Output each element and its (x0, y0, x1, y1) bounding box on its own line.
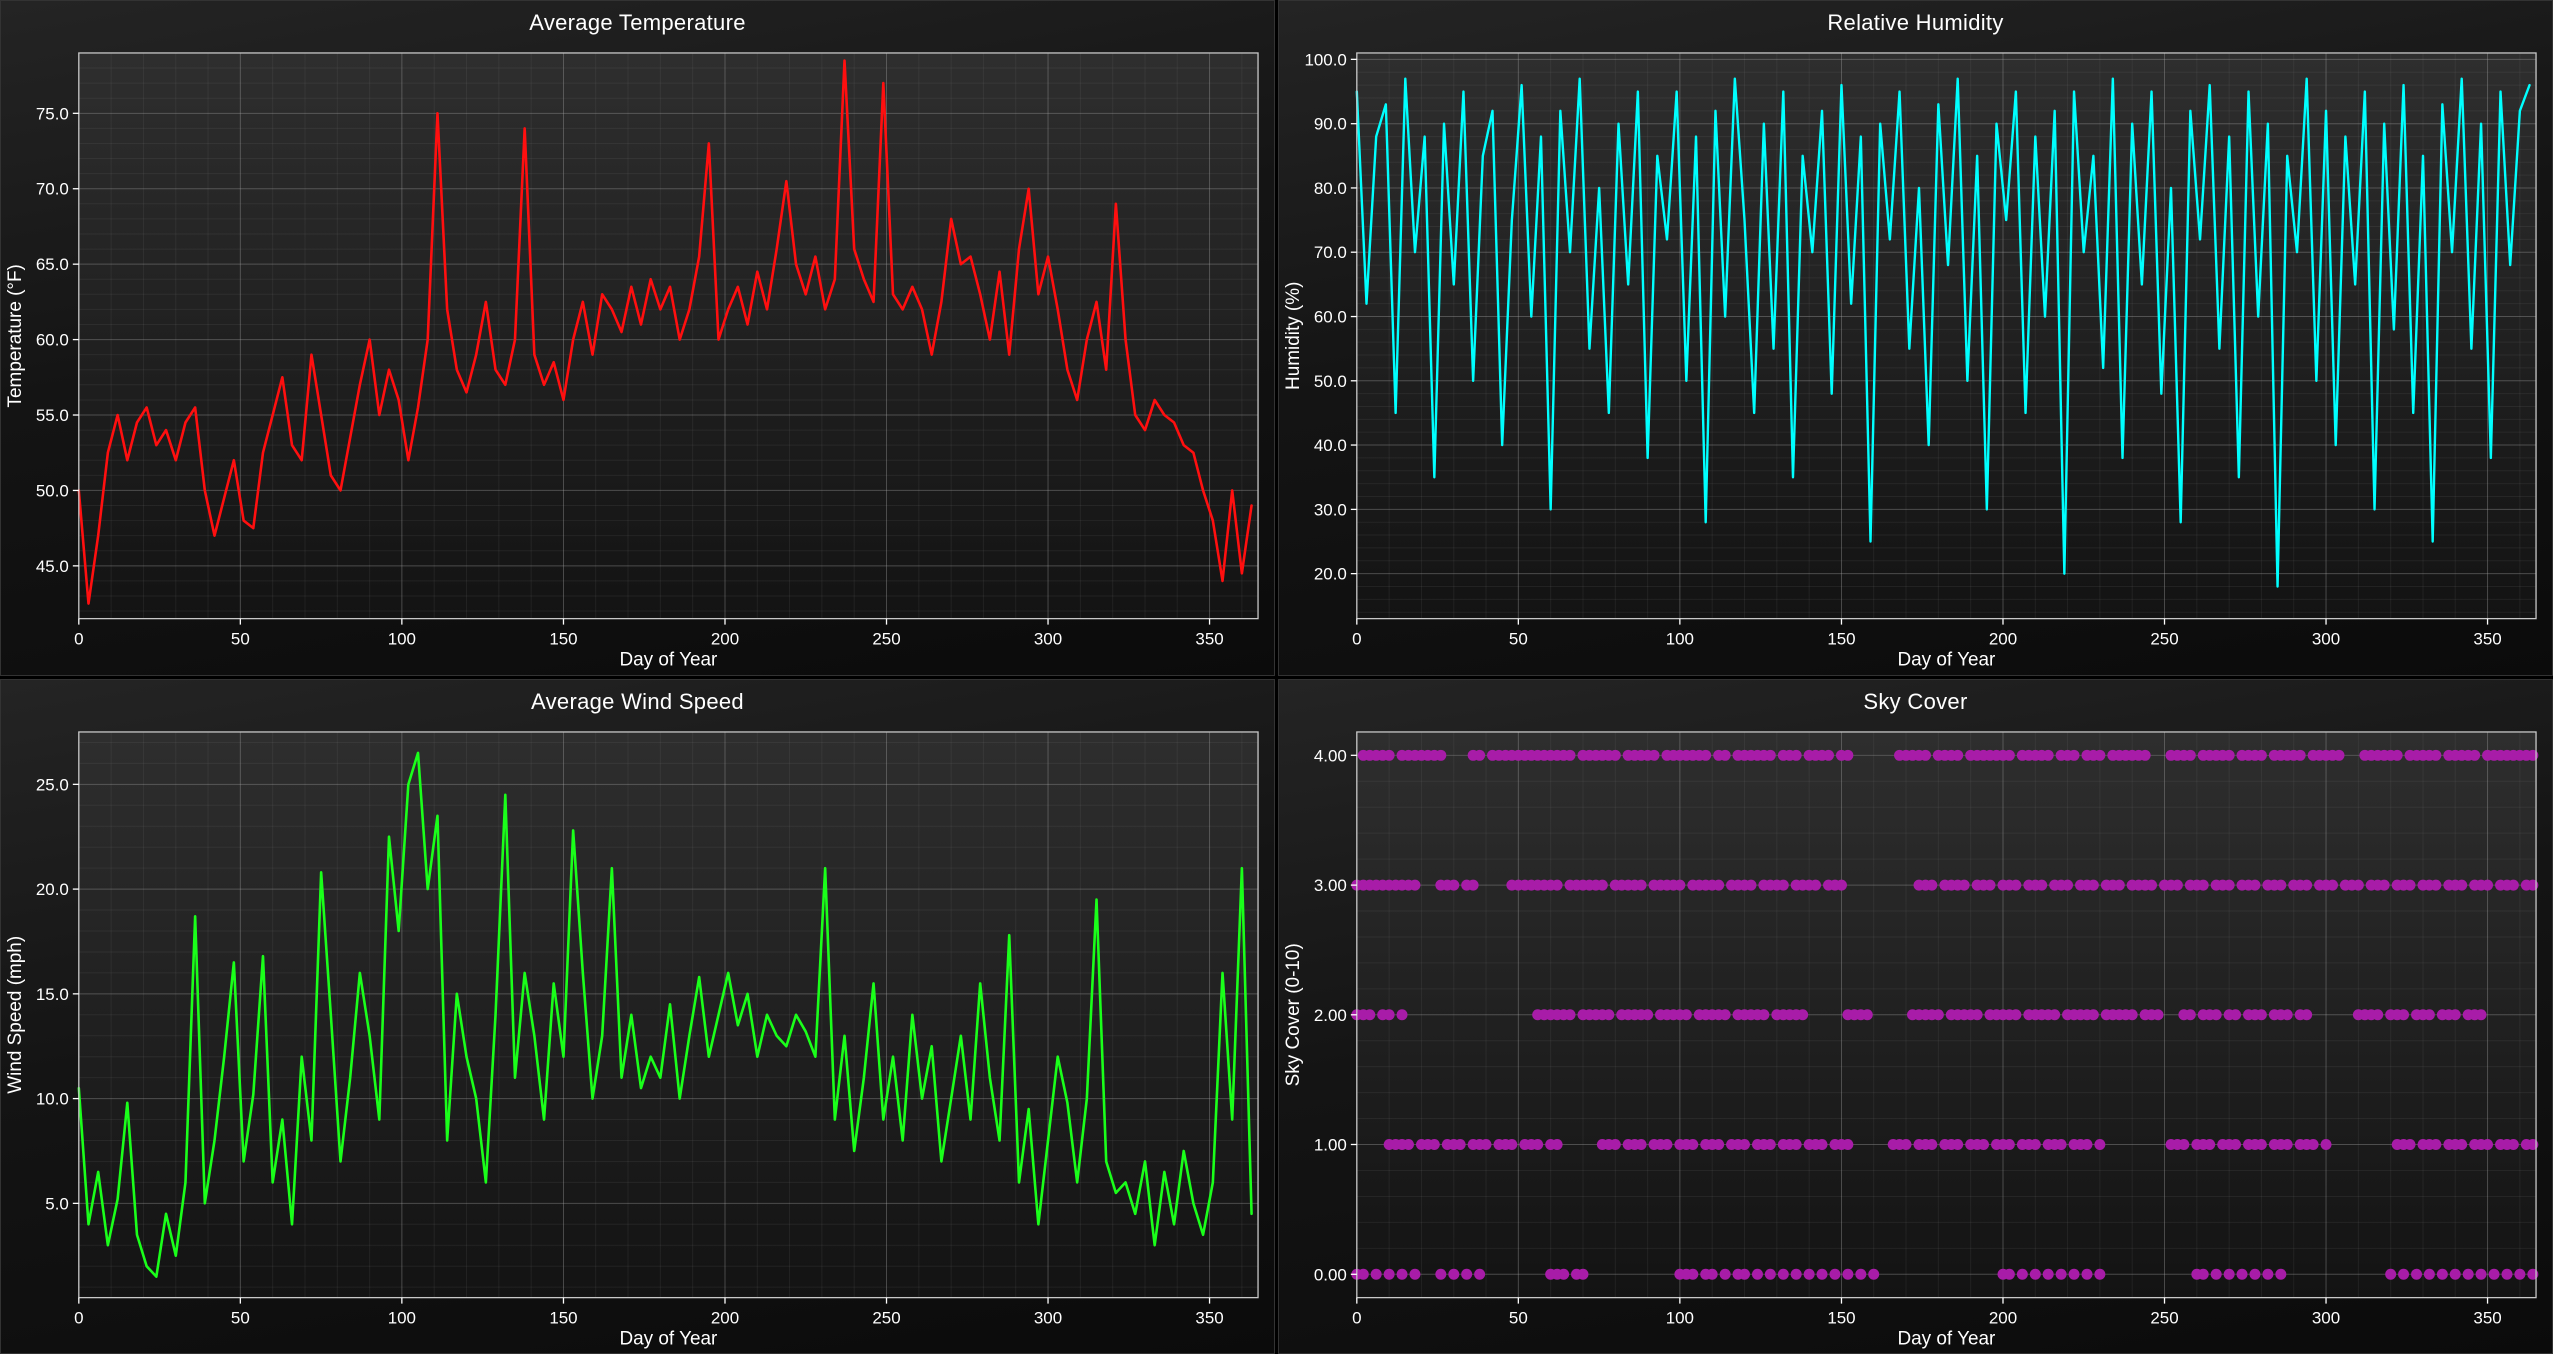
chart-title: Average Temperature (1, 1, 1274, 39)
chart-canvas-average-wind-speed[interactable]: 0 50 100 150 200 250 300 350 5.0 10.0 15.0 20.0 25.0… (1, 718, 1274, 1354)
svg-text:60.0: 60.0 (36, 331, 69, 350)
svg-text:300: 300 (1034, 1308, 1062, 1327)
svg-text:200: 200 (711, 630, 739, 649)
svg-text:60.0: 60.0 (1314, 308, 1347, 327)
svg-text:50.0: 50.0 (1314, 372, 1347, 391)
svg-text:200: 200 (711, 1308, 739, 1327)
svg-text:5.0: 5.0 (45, 1194, 69, 1213)
svg-text:3.00: 3.00 (1314, 876, 1347, 895)
chart-panel-sky-cover: Sky Cover 0 50 100 150 200 250 300 350 0.00 1.00 2… (1278, 679, 2553, 1354)
svg-text:100.0: 100.0 (1304, 50, 1346, 69)
svg-text:0: 0 (1352, 1308, 1361, 1327)
svg-text:150: 150 (549, 630, 577, 649)
svg-text:100: 100 (1666, 630, 1694, 649)
svg-text:50: 50 (1509, 1308, 1528, 1327)
chart-panel-average-wind-speed: Average Wind Speed 0 50 100 150 200 250 300 350… (0, 679, 1275, 1354)
svg-text:Temperature (°F): Temperature (°F) (5, 264, 26, 407)
svg-text:15.0: 15.0 (36, 984, 69, 1003)
svg-text:Day of Year: Day of Year (1897, 1328, 1995, 1349)
svg-text:75.0: 75.0 (36, 104, 69, 123)
svg-text:200: 200 (1989, 630, 2017, 649)
svg-text:350: 350 (1195, 1308, 1223, 1327)
chart-panel-relative-humidity: Relative Humidity 0 50 100 150 200 250 300 350 2… (1278, 0, 2553, 676)
svg-text:0: 0 (74, 1308, 83, 1327)
svg-text:0: 0 (1352, 630, 1361, 649)
svg-text:70.0: 70.0 (36, 180, 69, 199)
svg-text:Humidity (%): Humidity (%) (1283, 282, 1304, 390)
svg-text:70.0: 70.0 (1314, 243, 1347, 262)
svg-text:0.00: 0.00 (1314, 1265, 1347, 1284)
chart-title: Sky Cover (1279, 680, 2552, 718)
svg-text:Wind Speed (mph): Wind Speed (mph) (5, 935, 26, 1093)
svg-text:150: 150 (1827, 630, 1855, 649)
svg-text:20.0: 20.0 (36, 880, 69, 899)
svg-text:300: 300 (1034, 630, 1062, 649)
svg-text:250: 250 (2150, 1308, 2178, 1327)
svg-text:100: 100 (388, 630, 416, 649)
svg-text:300: 300 (2312, 1308, 2340, 1327)
svg-text:Sky Cover (0-10): Sky Cover (0-10) (1283, 943, 1304, 1086)
svg-text:200: 200 (1989, 1308, 2017, 1327)
svg-text:250: 250 (2150, 630, 2178, 649)
svg-text:Day of Year: Day of Year (619, 650, 717, 671)
svg-text:55.0: 55.0 (36, 406, 69, 425)
chart-canvas-sky-cover[interactable]: 0 50 100 150 200 250 300 350 0.00 1.00 2.00 3.00 4.0… (1279, 718, 2552, 1354)
svg-text:30.0: 30.0 (1314, 500, 1347, 519)
svg-text:65.0: 65.0 (36, 255, 69, 274)
svg-text:100: 100 (388, 1308, 416, 1327)
svg-text:4.00: 4.00 (1314, 746, 1347, 765)
svg-text:250: 250 (872, 1308, 900, 1327)
svg-text:0: 0 (74, 630, 83, 649)
charts-grid: Average Temperature 0 50 100 150 200 250 300 35… (0, 0, 2553, 1354)
svg-text:250: 250 (872, 630, 900, 649)
svg-text:350: 350 (1195, 630, 1223, 649)
chart-panel-average-temperature: Average Temperature 0 50 100 150 200 250 300 35… (0, 0, 1275, 676)
svg-text:45.0: 45.0 (36, 557, 69, 576)
svg-text:10.0: 10.0 (36, 1089, 69, 1108)
chart-canvas-average-temperature[interactable]: 0 50 100 150 200 250 300 350 45.0 50.0 55.0 60.0 65.… (1, 39, 1274, 675)
svg-text:1.00: 1.00 (1314, 1135, 1347, 1154)
svg-text:50: 50 (1509, 630, 1528, 649)
svg-text:150: 150 (1827, 1308, 1855, 1327)
svg-text:350: 350 (2473, 630, 2501, 649)
svg-text:80.0: 80.0 (1314, 179, 1347, 198)
chart-title: Relative Humidity (1279, 1, 2552, 39)
svg-text:20.0: 20.0 (1314, 565, 1347, 584)
svg-text:25.0: 25.0 (36, 775, 69, 794)
svg-text:50: 50 (231, 1308, 250, 1327)
svg-text:300: 300 (2312, 630, 2340, 649)
svg-text:Day of Year: Day of Year (619, 1328, 717, 1349)
chart-title: Average Wind Speed (1, 680, 1274, 718)
svg-text:150: 150 (549, 1308, 577, 1327)
svg-text:2.00: 2.00 (1314, 1005, 1347, 1024)
svg-text:350: 350 (2473, 1308, 2501, 1327)
svg-text:40.0: 40.0 (1314, 436, 1347, 455)
svg-text:Day of Year: Day of Year (1897, 650, 1995, 671)
svg-text:90.0: 90.0 (1314, 115, 1347, 134)
chart-canvas-relative-humidity[interactable]: 0 50 100 150 200 250 300 350 20.0 30.0 40.0 50.0 60.… (1279, 39, 2552, 675)
svg-text:100: 100 (1666, 1308, 1694, 1327)
svg-text:50: 50 (231, 630, 250, 649)
svg-text:50.0: 50.0 (36, 481, 69, 500)
